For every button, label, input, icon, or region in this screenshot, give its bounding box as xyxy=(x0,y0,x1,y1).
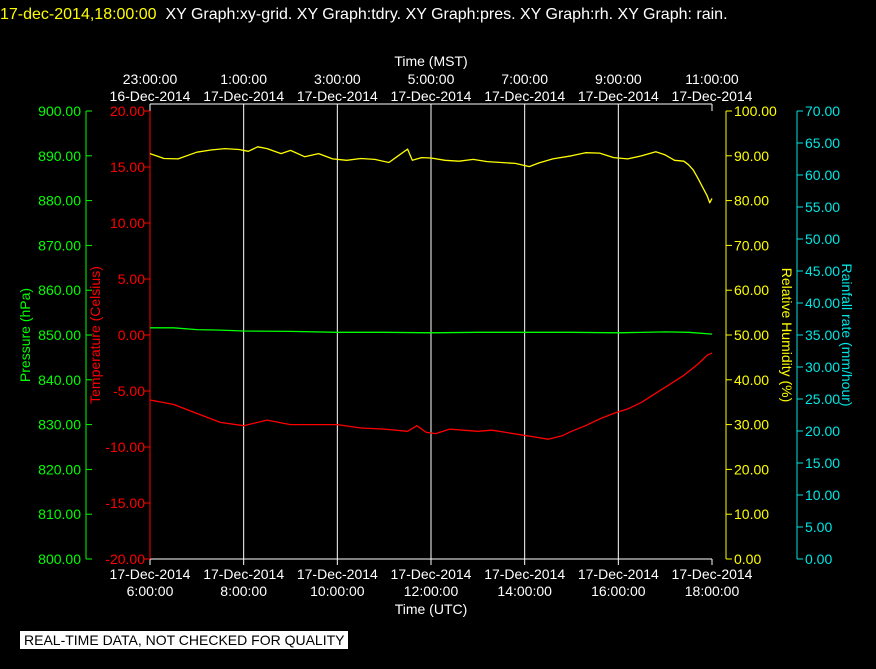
pressure-series-line xyxy=(150,327,713,335)
x-axis-label-top: Time (MST) xyxy=(394,53,467,69)
temperature-tick-label: 0.00 xyxy=(118,327,145,343)
x-tick-label-date: 17-Dec-2014 xyxy=(391,566,472,582)
x-tick-label-time: 10:00:00 xyxy=(310,583,365,599)
x-tick-label-time: 8:00:00 xyxy=(220,583,267,599)
x-tick-label-top-date: 17-Dec-2014 xyxy=(578,88,659,104)
pressure-tick-label: 800.00 xyxy=(38,551,81,567)
x-axis-label-bottom: Time (UTC) xyxy=(395,601,468,617)
x-tick-label-top-time: 5:00:00 xyxy=(408,71,455,87)
humidity-tick-label: 100.00 xyxy=(734,103,777,119)
pressure-tick-label: 900.00 xyxy=(38,103,81,119)
pressure-tick-label: 840.00 xyxy=(38,372,81,388)
rainfall-tick-label: 15.00 xyxy=(805,455,840,471)
humidity-tick-label: 10.00 xyxy=(734,506,769,522)
humidity-tick-label: 30.00 xyxy=(734,417,769,433)
temperature-tick-label: -5.00 xyxy=(113,383,145,399)
humidity-tick-label: 70.00 xyxy=(734,237,769,253)
quality-banner: REAL-TIME DATA, NOT CHECKED FOR QUALITY xyxy=(20,631,349,649)
humidity-tick-label: 0.00 xyxy=(734,551,761,567)
temperature-tick-label: 10.00 xyxy=(110,215,145,231)
temperature-tick-label: -20.00 xyxy=(105,551,145,567)
header-timestamp: 17-dec-2014,18:00:00 xyxy=(0,6,157,23)
pressure-axis-title: Pressure (hPa) xyxy=(17,288,33,382)
x-tick-label-time: 14:00:00 xyxy=(497,583,552,599)
pressure-tick-label: 830.00 xyxy=(38,417,81,433)
humidity-tick-label: 40.00 xyxy=(734,372,769,388)
header-description: XY Graph:xy-grid. XY Graph:tdry. XY Grap… xyxy=(165,6,728,23)
rainfall-tick-label: 30.00 xyxy=(805,359,840,375)
rainfall-tick-label: 20.00 xyxy=(805,423,840,439)
x-tick-label-top-date: 17-Dec-2014 xyxy=(203,88,284,104)
rainfall-tick-label: 55.00 xyxy=(805,199,840,215)
rainfall-tick-label: 35.00 xyxy=(805,327,840,343)
temperature-tick-label: 5.00 xyxy=(118,271,145,287)
rainfall-tick-label: 50.00 xyxy=(805,231,840,247)
humidity-tick-label: 90.00 xyxy=(734,148,769,164)
x-tick-label-top-date: 17-Dec-2014 xyxy=(484,88,565,104)
pressure-tick-label: 880.00 xyxy=(38,193,81,209)
graph-header: 17-dec-2014,18:00:00 XY Graph:xy-grid. X… xyxy=(0,2,870,27)
pressure-tick-label: 870.00 xyxy=(38,237,81,253)
rainfall-tick-label: 40.00 xyxy=(805,295,840,311)
rainfall-tick-label: 65.00 xyxy=(805,135,840,151)
temperature-tick-label: 20.00 xyxy=(110,103,145,119)
rainfall-tick-label: 5.00 xyxy=(805,519,832,535)
rainfall-axis-title: Rainfall rate (mm/hour) xyxy=(839,263,855,406)
x-tick-label-top-date: 17-Dec-2014 xyxy=(297,88,378,104)
x-tick-label-time: 6:00:00 xyxy=(127,583,174,599)
humidity-tick-label: 50.00 xyxy=(734,327,769,343)
humidity-series-line xyxy=(149,146,713,204)
x-tick-label-date: 17-Dec-2014 xyxy=(578,566,659,582)
humidity-tick-label: 80.00 xyxy=(734,193,769,209)
temperature-tick-label: 15.00 xyxy=(110,159,145,175)
rainfall-tick-label: 0.00 xyxy=(805,551,832,567)
x-tick-label-date: 17-Dec-2014 xyxy=(203,566,284,582)
x-tick-label-top-time: 23:00:00 xyxy=(123,71,178,87)
rainfall-tick-label: 10.00 xyxy=(805,487,840,503)
humidity-tick-label: 20.00 xyxy=(734,461,769,477)
humidity-axis-title: Relative Humidity (%) xyxy=(779,268,795,403)
x-tick-label-date: 17-Dec-2014 xyxy=(484,566,565,582)
x-tick-label-date: 17-Dec-2014 xyxy=(672,566,753,582)
x-tick-label-top-time: 7:00:00 xyxy=(501,71,548,87)
rainfall-tick-label: 70.00 xyxy=(805,103,840,119)
x-tick-label-top-time: 1:00:00 xyxy=(220,71,267,87)
temperature-axis-title: Temperature (Celsius) xyxy=(87,266,103,404)
humidity-tick-label: 60.00 xyxy=(734,282,769,298)
x-tick-label-date: 17-Dec-2014 xyxy=(110,566,191,582)
x-tick-label-time: 18:00:00 xyxy=(685,583,740,599)
pressure-tick-label: 810.00 xyxy=(38,506,81,522)
temperature-tick-label: -10.00 xyxy=(105,439,145,455)
x-tick-label-top-date: 17-Dec-2014 xyxy=(672,88,753,104)
rainfall-tick-label: 60.00 xyxy=(805,167,840,183)
x-tick-label-date: 17-Dec-2014 xyxy=(297,566,378,582)
x-tick-label-top-time: 11:00:00 xyxy=(685,71,739,87)
x-tick-label-top-date: 16-Dec-2014 xyxy=(110,88,191,104)
x-tick-label-top-time: 3:00:00 xyxy=(314,71,361,87)
rainfall-tick-label: 45.00 xyxy=(805,263,840,279)
x-tick-label-time: 16:00:00 xyxy=(591,583,646,599)
pressure-tick-label: 860.00 xyxy=(38,282,81,298)
pressure-tick-label: 820.00 xyxy=(38,461,81,477)
temperature-series-line xyxy=(149,352,713,440)
x-tick-label-top-date: 17-Dec-2014 xyxy=(391,88,472,104)
x-tick-label-time: 12:00:00 xyxy=(404,583,459,599)
pressure-tick-label: 890.00 xyxy=(38,148,81,164)
rainfall-tick-label: 25.00 xyxy=(805,391,840,407)
pressure-tick-label: 850.00 xyxy=(38,327,81,343)
temperature-tick-label: -15.00 xyxy=(105,495,145,511)
x-tick-label-top-time: 9:00:00 xyxy=(595,71,642,87)
